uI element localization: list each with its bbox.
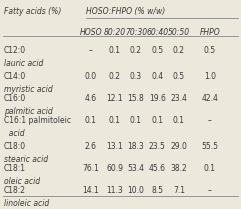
Text: 2.6: 2.6 xyxy=(85,142,97,151)
Text: 0.1: 0.1 xyxy=(85,116,97,125)
Text: 13.1: 13.1 xyxy=(106,142,123,151)
Text: 70:30: 70:30 xyxy=(125,28,147,37)
Text: 4.6: 4.6 xyxy=(85,94,97,103)
Text: 42.4: 42.4 xyxy=(201,94,218,103)
Text: C12:0: C12:0 xyxy=(4,46,26,55)
Text: FHPO: FHPO xyxy=(200,28,220,37)
Text: 76.1: 76.1 xyxy=(82,164,99,173)
Text: 0.2: 0.2 xyxy=(130,46,142,55)
Text: 11.3: 11.3 xyxy=(106,186,123,195)
Text: 0.0: 0.0 xyxy=(85,72,97,81)
Text: 7.1: 7.1 xyxy=(173,186,185,195)
Text: –: – xyxy=(208,116,212,125)
Text: C18:0: C18:0 xyxy=(4,142,26,151)
Text: 0.5: 0.5 xyxy=(173,72,185,81)
Text: 8.5: 8.5 xyxy=(151,186,163,195)
Text: –: – xyxy=(89,46,93,55)
Text: 0.1: 0.1 xyxy=(173,116,185,125)
Text: 0.5: 0.5 xyxy=(151,46,163,55)
Text: myristic acid: myristic acid xyxy=(4,85,53,94)
Text: 0.1: 0.1 xyxy=(151,116,163,125)
Text: 0.4: 0.4 xyxy=(151,72,163,81)
Text: 55.5: 55.5 xyxy=(201,142,218,151)
Text: HOSO: HOSO xyxy=(80,28,102,37)
Text: 0.2: 0.2 xyxy=(173,46,185,55)
Text: C18:2: C18:2 xyxy=(4,186,26,195)
Text: 19.6: 19.6 xyxy=(149,94,166,103)
Text: C14:0: C14:0 xyxy=(4,72,26,81)
Text: 0.1: 0.1 xyxy=(108,46,120,55)
Text: 0.5: 0.5 xyxy=(204,46,216,55)
Text: lauric acid: lauric acid xyxy=(4,59,43,68)
Text: 23.4: 23.4 xyxy=(170,94,187,103)
Text: HOSO:FHPO (% w/w): HOSO:FHPO (% w/w) xyxy=(86,7,165,16)
Text: 29.0: 29.0 xyxy=(170,142,187,151)
Text: oleic acid: oleic acid xyxy=(4,177,40,186)
Text: palmitic acid: palmitic acid xyxy=(4,107,53,116)
Text: stearic acid: stearic acid xyxy=(4,155,48,164)
Text: C18:1: C18:1 xyxy=(4,164,26,173)
Text: 0.3: 0.3 xyxy=(130,72,142,81)
Text: 53.4: 53.4 xyxy=(127,164,145,173)
Text: 45.6: 45.6 xyxy=(149,164,166,173)
Text: 0.1: 0.1 xyxy=(108,116,120,125)
Text: 15.8: 15.8 xyxy=(127,94,144,103)
Text: linoleic acid: linoleic acid xyxy=(4,199,49,208)
Text: Fatty acids (%): Fatty acids (%) xyxy=(4,7,61,16)
Text: –: – xyxy=(208,186,212,195)
Text: 60.9: 60.9 xyxy=(106,164,123,173)
Text: 60:40: 60:40 xyxy=(146,28,168,37)
Text: 10.0: 10.0 xyxy=(127,186,144,195)
Text: 23.5: 23.5 xyxy=(149,142,166,151)
Text: 1.0: 1.0 xyxy=(204,72,216,81)
Text: acid: acid xyxy=(4,129,24,138)
Text: 50:50: 50:50 xyxy=(168,28,190,37)
Text: C16:0: C16:0 xyxy=(4,94,26,103)
Text: 12.1: 12.1 xyxy=(106,94,123,103)
Text: C16:1 palmitoleic: C16:1 palmitoleic xyxy=(4,116,71,125)
Text: 0.2: 0.2 xyxy=(108,72,120,81)
Text: 0.1: 0.1 xyxy=(204,164,216,173)
Text: 0.1: 0.1 xyxy=(130,116,142,125)
Text: 18.3: 18.3 xyxy=(127,142,144,151)
Text: 38.2: 38.2 xyxy=(170,164,187,173)
Text: 80:20: 80:20 xyxy=(103,28,126,37)
Text: 14.1: 14.1 xyxy=(82,186,99,195)
